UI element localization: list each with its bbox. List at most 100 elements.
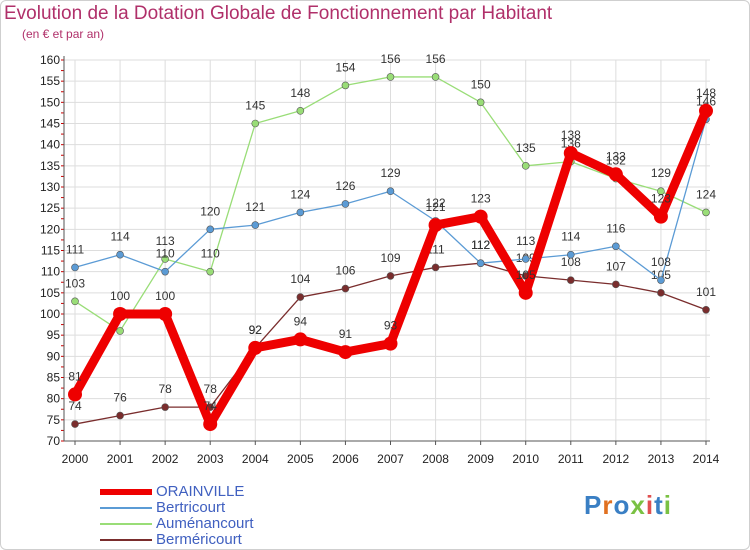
data-label-aumenancourt: 148 bbox=[290, 86, 310, 100]
data-label-aumenancourt: 124 bbox=[696, 187, 716, 201]
data-point-orainville bbox=[518, 285, 533, 300]
legend-label-aumenancourt: Auménancourt bbox=[156, 515, 254, 532]
logo-letter: t bbox=[654, 490, 664, 520]
x-tick-label: 2007 bbox=[377, 452, 404, 466]
data-point-bermericourt bbox=[296, 293, 305, 301]
data-point-bermericourt bbox=[702, 305, 710, 314]
y-tick-label: 100 bbox=[40, 307, 60, 321]
y-tick-label: 120 bbox=[40, 222, 60, 236]
y-tick-label: 90 bbox=[47, 349, 61, 363]
data-label-bermericourt: 78 bbox=[158, 382, 172, 396]
y-tick-label: 125 bbox=[40, 201, 60, 215]
data-point-orainville bbox=[608, 167, 623, 182]
data-label-bertricourt: 108 bbox=[651, 255, 671, 269]
data-point-bermericourt bbox=[657, 289, 665, 297]
data-point-orainville bbox=[113, 307, 128, 321]
data-point-bermericourt bbox=[71, 420, 79, 428]
chart-title: Evolution de la Dotation Globale de Fonc… bbox=[4, 3, 553, 24]
data-label-bertricourt: 129 bbox=[380, 166, 400, 180]
y-tick-label: 110 bbox=[41, 265, 60, 279]
legend-swatch-bertricourt bbox=[100, 507, 152, 509]
data-label-bertricourt: 112 bbox=[471, 238, 490, 252]
data-label-orainville: 93 bbox=[384, 319, 398, 333]
data-point-aumenancourt bbox=[702, 208, 710, 217]
data-label-orainville: 91 bbox=[339, 327, 353, 341]
x-tick-label: 2008 bbox=[422, 452, 449, 466]
x-tick-label: 2004 bbox=[242, 452, 269, 466]
data-point-aumenancourt bbox=[296, 107, 305, 115]
data-point-bertricourt bbox=[161, 267, 169, 276]
proxiti-logo: Proxiti bbox=[584, 490, 672, 521]
data-label-bertricourt: 126 bbox=[335, 179, 355, 193]
y-tick-label: 130 bbox=[40, 180, 60, 194]
data-label-aumenancourt: 110 bbox=[201, 247, 220, 261]
data-point-aumenancourt bbox=[657, 187, 665, 196]
data-label-bertricourt: 113 bbox=[516, 234, 535, 248]
data-point-bermericourt bbox=[116, 411, 124, 420]
data-label-aumenancourt: 156 bbox=[426, 52, 446, 66]
y-tick-label: 135 bbox=[40, 159, 60, 173]
data-label-bertricourt: 110 bbox=[156, 247, 175, 261]
data-point-orainville bbox=[68, 387, 82, 402]
data-label-orainville: 138 bbox=[561, 128, 581, 142]
x-tick-label: 2009 bbox=[467, 452, 494, 466]
data-point-bertricourt bbox=[657, 276, 665, 284]
data-label-orainville: 123 bbox=[471, 192, 491, 206]
data-point-aumenancourt bbox=[71, 297, 79, 306]
data-label-bermericourt: 101 bbox=[696, 285, 716, 299]
data-point-aumenancourt bbox=[521, 162, 530, 170]
data-point-bermericourt bbox=[431, 263, 440, 272]
y-tick-label: 80 bbox=[47, 392, 61, 406]
data-point-bertricourt bbox=[386, 187, 395, 196]
data-label-bermericourt: 78 bbox=[204, 382, 218, 396]
chart-subtitle: (en € et par an) bbox=[22, 27, 105, 41]
y-tick-label: 160 bbox=[40, 53, 60, 67]
logo-letter: o bbox=[613, 490, 631, 520]
data-point-orainville bbox=[248, 340, 263, 355]
data-label-orainville: 81 bbox=[68, 369, 82, 383]
y-tick-label: 95 bbox=[47, 328, 61, 342]
data-label-bermericourt: 108 bbox=[561, 255, 581, 269]
data-point-bertricourt bbox=[296, 208, 305, 217]
data-label-bermericourt: 107 bbox=[606, 259, 626, 273]
data-point-orainville bbox=[293, 332, 308, 347]
data-point-orainville bbox=[383, 336, 398, 351]
data-point-aumenancourt bbox=[386, 73, 395, 81]
data-label-orainville: 123 bbox=[651, 192, 671, 206]
data-point-aumenancourt bbox=[206, 267, 215, 276]
data-point-bertricourt bbox=[566, 250, 575, 259]
x-tick-label: 2005 bbox=[287, 452, 314, 466]
data-point-orainville bbox=[203, 417, 218, 432]
data-point-aumenancourt bbox=[341, 81, 350, 90]
data-label-orainville: 92 bbox=[249, 323, 263, 337]
legend-swatch-bermericourt bbox=[100, 539, 152, 541]
y-tick-label: 70 bbox=[47, 434, 61, 448]
x-tick-label: 2001 bbox=[107, 452, 134, 466]
data-label-aumenancourt: 136 bbox=[561, 137, 581, 151]
y-tick-label: 75 bbox=[47, 413, 61, 427]
data-point-orainville bbox=[158, 307, 173, 321]
data-point-bertricourt bbox=[71, 263, 79, 272]
line-chart: 70 75 80 85 90 95 100 105 110 115 120 125 130 135 140 1… bbox=[40, 52, 720, 466]
data-point-aumenancourt bbox=[116, 327, 124, 335]
data-point-bermericourt bbox=[341, 284, 350, 293]
data-label-aumenancourt: 113 bbox=[156, 234, 175, 248]
legend-swatch-aumenancourt bbox=[100, 523, 152, 525]
data-label-orainville: 133 bbox=[606, 149, 626, 163]
data-label-bermericourt: 104 bbox=[290, 272, 310, 286]
data-label-aumenancourt: 132 bbox=[606, 154, 626, 168]
data-label-bertricourt: 116 bbox=[606, 221, 625, 235]
x-tick-label: 2014 bbox=[693, 452, 720, 466]
data-point-bertricourt bbox=[476, 259, 485, 268]
data-label-orainville: 100 bbox=[110, 289, 130, 303]
data-label-bermericourt: 92 bbox=[249, 323, 263, 337]
data-label-orainville: 121 bbox=[426, 200, 446, 214]
logo-letter: i bbox=[663, 490, 672, 520]
data-label-aumenancourt: 145 bbox=[245, 99, 265, 113]
legend-label-bermericourt: Berméricourt bbox=[156, 531, 242, 548]
y-tick-label: 155 bbox=[40, 74, 60, 88]
logo-letter: P bbox=[584, 490, 603, 520]
logo-letter: r bbox=[602, 490, 614, 520]
data-label-aumenancourt: 150 bbox=[471, 77, 491, 91]
data-point-bertricourt bbox=[251, 221, 260, 229]
